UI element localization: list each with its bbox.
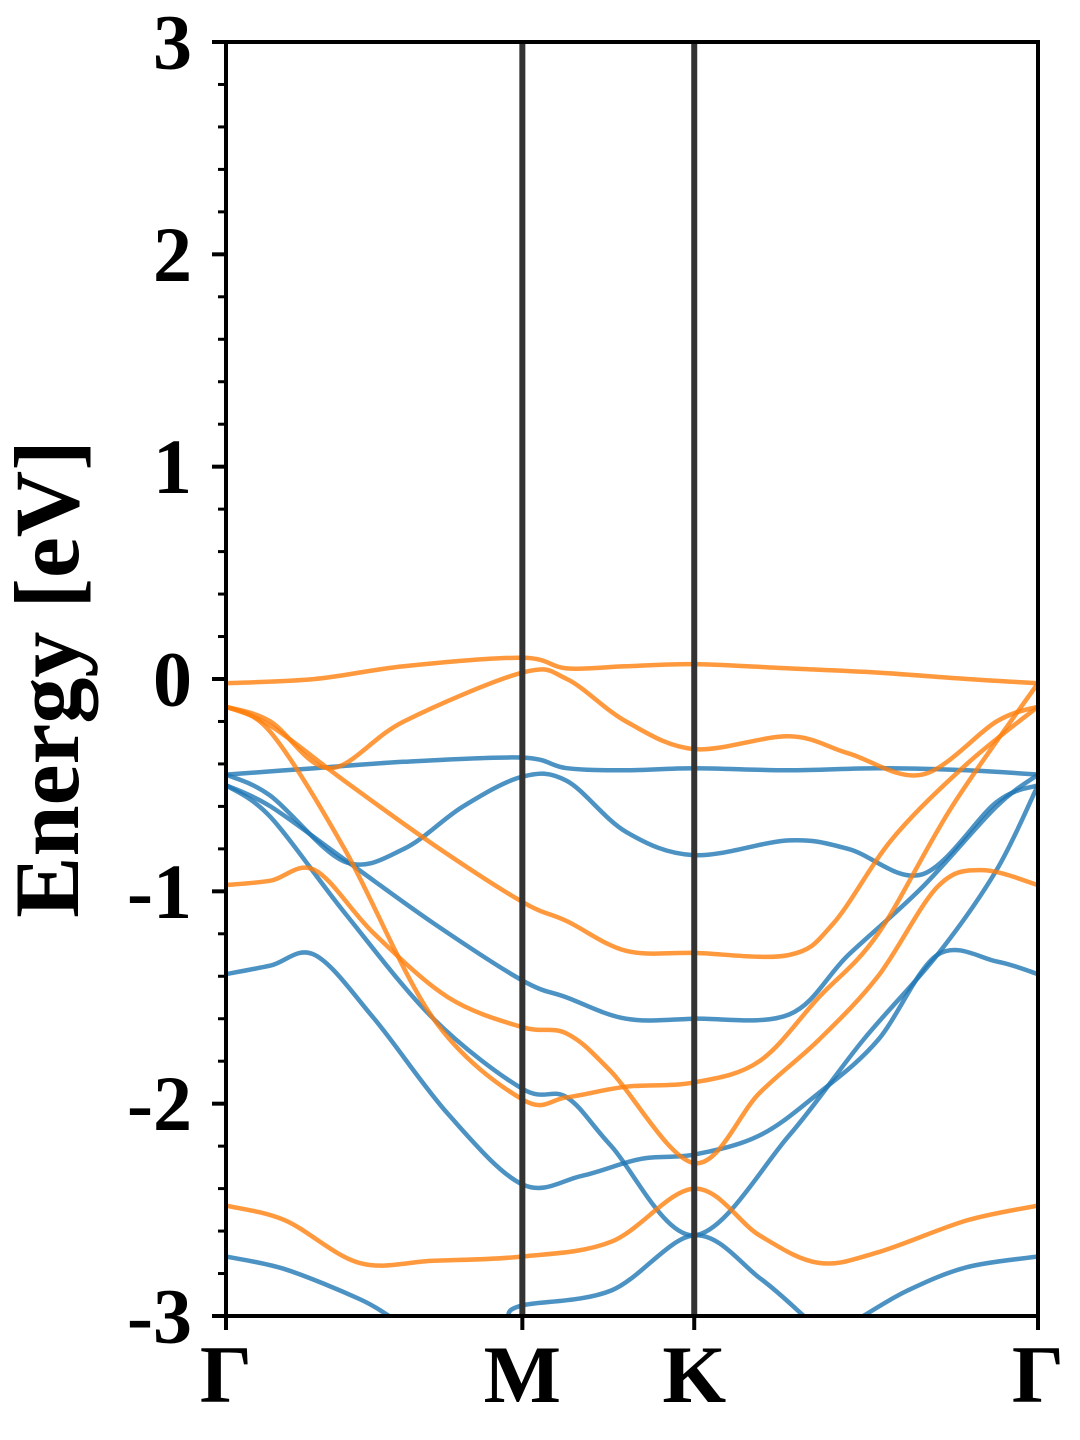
band-line-band_a-6	[505, 1233, 807, 1316]
axes-frame	[224, 40, 1040, 1318]
band-line-band_a-5	[226, 1254, 392, 1316]
y-tick-label: 0	[153, 636, 192, 723]
y-tick-label: -2	[127, 1060, 192, 1147]
x-tick-label: Γ	[200, 1329, 252, 1420]
x-tick-label: K	[662, 1329, 726, 1420]
band-line-band_a-7	[860, 1254, 1038, 1316]
y-axis-ticks: -3 -2 -1 0 1 2 3	[127, 0, 226, 1360]
y-tick-label: -3	[127, 1273, 192, 1360]
axes-border	[224, 40, 1040, 1318]
y-axis-label: Energy [eV]	[0, 440, 98, 918]
band-line-band_b-13	[226, 1186, 1038, 1268]
x-tick-label: M	[484, 1329, 561, 1420]
x-tick-label: Γ	[1012, 1329, 1064, 1420]
band-line-band_b-12	[226, 680, 1038, 1108]
band-line-band_a-4	[226, 947, 1038, 1191]
plot-area	[226, 655, 1038, 1316]
y-tick-label: 3	[153, 0, 192, 86]
band-line-band_b-11	[226, 865, 1038, 1166]
y-tick-label: 2	[153, 211, 192, 298]
high-symmetry-lines	[519, 42, 698, 1316]
band-line-band_b-9	[226, 667, 1038, 778]
band-line-band_a-2	[226, 772, 1038, 1023]
y-tick-label: -1	[127, 848, 192, 935]
band-line-band_b-8	[226, 655, 1038, 686]
y-tick-label: 1	[153, 423, 192, 510]
band-line-band_b-10	[226, 704, 1038, 960]
band-line-band_a-0	[226, 755, 1038, 777]
